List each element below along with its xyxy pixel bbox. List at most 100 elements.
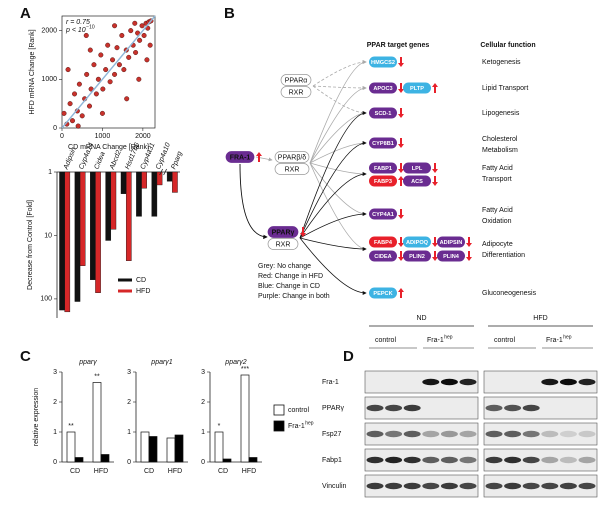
point: [119, 32, 125, 38]
cellular-function: Differentiation: [482, 252, 525, 259]
band: [366, 430, 384, 438]
regulation-edge: [309, 60, 367, 164]
regulator-node: [280, 74, 312, 86]
change-arrow: [466, 251, 472, 261]
bar: [125, 171, 132, 261]
legend-label: CD: [136, 277, 146, 284]
y-tick-label: 2: [201, 399, 205, 406]
band: [422, 430, 440, 438]
band: [504, 482, 522, 490]
gene-node: [403, 175, 431, 187]
point: [112, 23, 118, 29]
regulation-edge: [299, 212, 367, 239]
band: [485, 430, 503, 438]
gene-label: FABP1: [374, 166, 392, 172]
y-tick-label: 0: [53, 125, 57, 132]
significance: *: [218, 423, 221, 430]
legend-label: HFD: [136, 288, 150, 295]
change-arrow: [398, 138, 404, 148]
point: [133, 50, 139, 56]
regulator-node: [274, 151, 310, 163]
point: [128, 28, 134, 34]
change-arrow: [256, 152, 262, 162]
point: [147, 42, 153, 48]
lane-label-sup: hep: [563, 334, 572, 340]
gene-node: [403, 236, 431, 248]
cellular-function: Ketogenesis: [482, 59, 521, 66]
band: [459, 430, 477, 438]
blot-strip: [364, 422, 479, 446]
band: [440, 430, 458, 438]
regulator-node: [267, 226, 299, 238]
gene-node: [437, 250, 465, 262]
band: [403, 404, 421, 412]
band: [522, 456, 540, 464]
gene-label: CIDEA: [374, 254, 391, 260]
band: [559, 456, 577, 464]
cellular-function: Fatty Acid: [482, 165, 513, 172]
regulator-node: [267, 238, 299, 250]
point: [124, 96, 130, 102]
category-label: CD: [70, 468, 80, 475]
cellular-function: Cholesterol: [482, 136, 518, 143]
point: [141, 32, 147, 38]
change-arrow: [398, 108, 404, 118]
band: [459, 456, 477, 464]
point: [95, 76, 101, 82]
bar: [74, 171, 81, 302]
band: [522, 430, 540, 438]
band: [578, 378, 596, 386]
legend-text: Change in HFD: [275, 273, 323, 280]
legend-label-sup: hep: [305, 420, 314, 426]
band: [440, 482, 458, 490]
group-label: ND: [416, 315, 426, 322]
band: [385, 404, 403, 412]
gene-label: ADIPSIN: [440, 240, 463, 246]
point: [88, 86, 94, 92]
bar: [59, 171, 65, 311]
bar: [222, 458, 232, 463]
band: [541, 482, 559, 490]
point: [137, 37, 143, 43]
bar: [100, 454, 110, 463]
band: [385, 430, 403, 438]
legend-swatch: [273, 420, 285, 432]
regulation-edge: [309, 162, 367, 251]
annotation-sup: −10: [86, 24, 95, 30]
y-tick-label: 1: [48, 169, 52, 176]
band: [504, 456, 522, 464]
cellular-function: Adipocyte: [482, 241, 513, 248]
y-tick-label: 2: [127, 399, 131, 406]
change-arrow: [398, 251, 404, 261]
significance: ***: [241, 366, 249, 373]
point: [100, 86, 106, 92]
point: [91, 62, 97, 68]
band: [459, 378, 477, 386]
bar: [110, 171, 117, 230]
gene-label: SCD-1: [375, 111, 392, 117]
blot-strip: [483, 474, 598, 498]
bar: [214, 431, 224, 463]
regulation-edge: [299, 237, 367, 251]
gene-node: [369, 162, 397, 174]
band: [485, 482, 503, 490]
regulation-edge: [309, 162, 367, 216]
point: [121, 67, 127, 73]
bar: [151, 171, 158, 217]
band: [578, 482, 596, 490]
point: [110, 57, 116, 63]
point: [72, 91, 78, 97]
category-label: Adipsin: [62, 146, 78, 171]
point: [98, 52, 104, 58]
change-arrow: [432, 83, 438, 93]
gene-node: [369, 137, 397, 149]
bar: [136, 171, 142, 217]
point: [87, 47, 93, 53]
bar: [248, 457, 258, 463]
band: [422, 482, 440, 490]
regulation-edge: [309, 111, 367, 164]
regulation-edge: [312, 85, 367, 90]
y-tick-label: 0: [53, 459, 57, 466]
point: [99, 110, 105, 116]
band: [559, 482, 577, 490]
